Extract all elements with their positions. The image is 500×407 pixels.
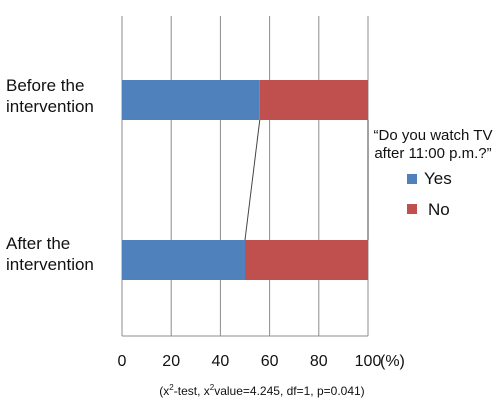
x-tick-label-60: 60 [261, 353, 279, 370]
category-label-after-line-1: After the [6, 234, 70, 253]
x-axis-tick-labels: 0 20 40 60 80 100 [118, 353, 382, 370]
series-line-yes [244, 119, 261, 241]
legend-swatch-no [407, 204, 417, 214]
gridlines [121, 16, 369, 337]
x-tick-label-0: 0 [118, 353, 127, 370]
category-label-after-line-2: intervention [6, 255, 94, 274]
category-labels: Before the intervention After the intervent… [6, 76, 94, 274]
category-label-before-line-1: Before the [6, 76, 84, 95]
x-axis-unit: (%) [380, 353, 405, 370]
x-tick-label-40: 40 [212, 353, 230, 370]
category-label-before-line-2: intervention [6, 97, 94, 116]
bar-no-before [259, 80, 368, 120]
x-tick-label-100: 100 [355, 353, 382, 370]
legend: “Do you watch TV after 11:00 p.m.?” Yes … [374, 127, 493, 219]
bars [122, 80, 368, 280]
legend-label-yes: Yes [424, 169, 452, 188]
legend-title-line-1: “Do you watch TV [374, 127, 493, 144]
x-tick-label-80: 80 [310, 353, 328, 370]
legend-swatch-yes [407, 174, 417, 184]
bar-yes-after [122, 240, 245, 280]
legend-title-line-2: after 11:00 p.m.?” [374, 145, 491, 162]
series-connector-lines [244, 119, 369, 241]
legend-label-no: No [428, 200, 450, 219]
chart-footnote: (x2-test, x2value=4.245, df=1, p=0.041) [159, 383, 364, 398]
x-tick-label-20: 20 [162, 353, 180, 370]
bar-no-after [245, 240, 368, 280]
bar-yes-before [122, 80, 260, 120]
